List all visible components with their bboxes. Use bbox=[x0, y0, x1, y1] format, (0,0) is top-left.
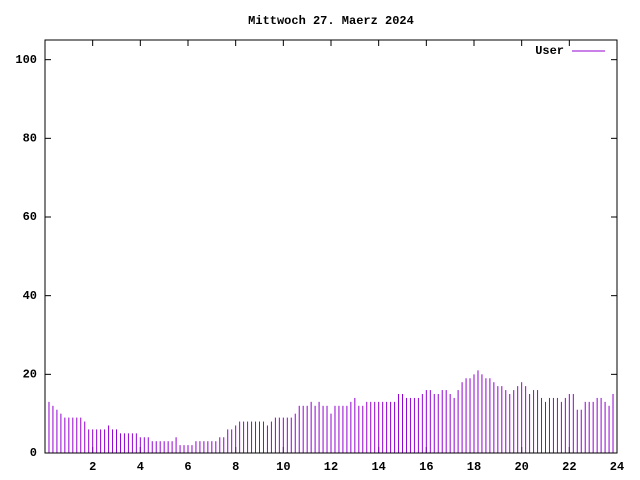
y-tick-label: 40 bbox=[23, 289, 37, 303]
y-tick-label: 60 bbox=[23, 210, 37, 224]
x-tick-label: 10 bbox=[276, 460, 290, 474]
x-tick-label: 20 bbox=[514, 460, 528, 474]
y-tick-label: 0 bbox=[30, 446, 37, 460]
x-tick-label: 2 bbox=[89, 460, 96, 474]
x-tick-label: 16 bbox=[419, 460, 433, 474]
x-tick-label: 12 bbox=[324, 460, 338, 474]
x-tick-label: 22 bbox=[562, 460, 576, 474]
x-tick-label: 18 bbox=[467, 460, 481, 474]
x-tick-label: 14 bbox=[371, 460, 385, 474]
x-tick-label: 24 bbox=[610, 460, 624, 474]
chart-title: Mittwoch 27. Maerz 2024 bbox=[248, 14, 414, 28]
plot-frame bbox=[44, 39, 618, 454]
y-tick-label: 100 bbox=[15, 53, 37, 67]
x-tick-label: 8 bbox=[232, 460, 239, 474]
legend-label: User bbox=[535, 44, 564, 58]
x-tick-label: 4 bbox=[137, 460, 144, 474]
x-tick-label: 6 bbox=[184, 460, 191, 474]
y-tick-label: 80 bbox=[23, 132, 37, 146]
y-tick-label: 20 bbox=[23, 368, 37, 382]
